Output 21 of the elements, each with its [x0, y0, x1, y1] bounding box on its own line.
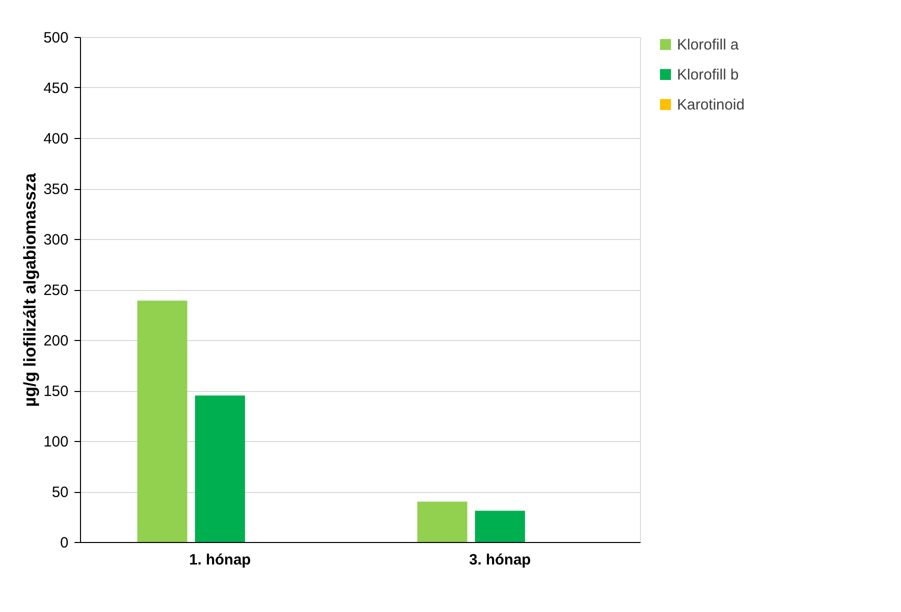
y-tick-label: 250 [43, 282, 68, 299]
legend-label: Karotinoid [677, 96, 745, 114]
x-tick-label: 1. hónap [189, 552, 251, 568]
y-tick-label: 100 [43, 434, 68, 450]
bar [195, 396, 245, 542]
legend-label: Klorofill a [677, 36, 740, 54]
legend-label: Klorofill b [677, 66, 739, 84]
y-axis-title: µg/g liofilizált algabiomassza [20, 172, 40, 407]
y-tick-label: 300 [43, 232, 68, 248]
bar [137, 300, 188, 542]
y-tick-label: 500 [43, 30, 68, 46]
y-tick-label: 400 [43, 130, 68, 148]
y-tick-label: 50 [52, 484, 68, 501]
y-tick-label: 150 [43, 383, 68, 400]
bar [475, 510, 525, 542]
y-tick-label: 200 [43, 332, 68, 350]
y-tick-label: 450 [43, 80, 68, 97]
y-tick-label: 0 [60, 534, 68, 552]
x-tick-label: 3. hónap [469, 552, 531, 568]
bar [417, 502, 468, 542]
y-tick-label: 350 [43, 181, 68, 198]
